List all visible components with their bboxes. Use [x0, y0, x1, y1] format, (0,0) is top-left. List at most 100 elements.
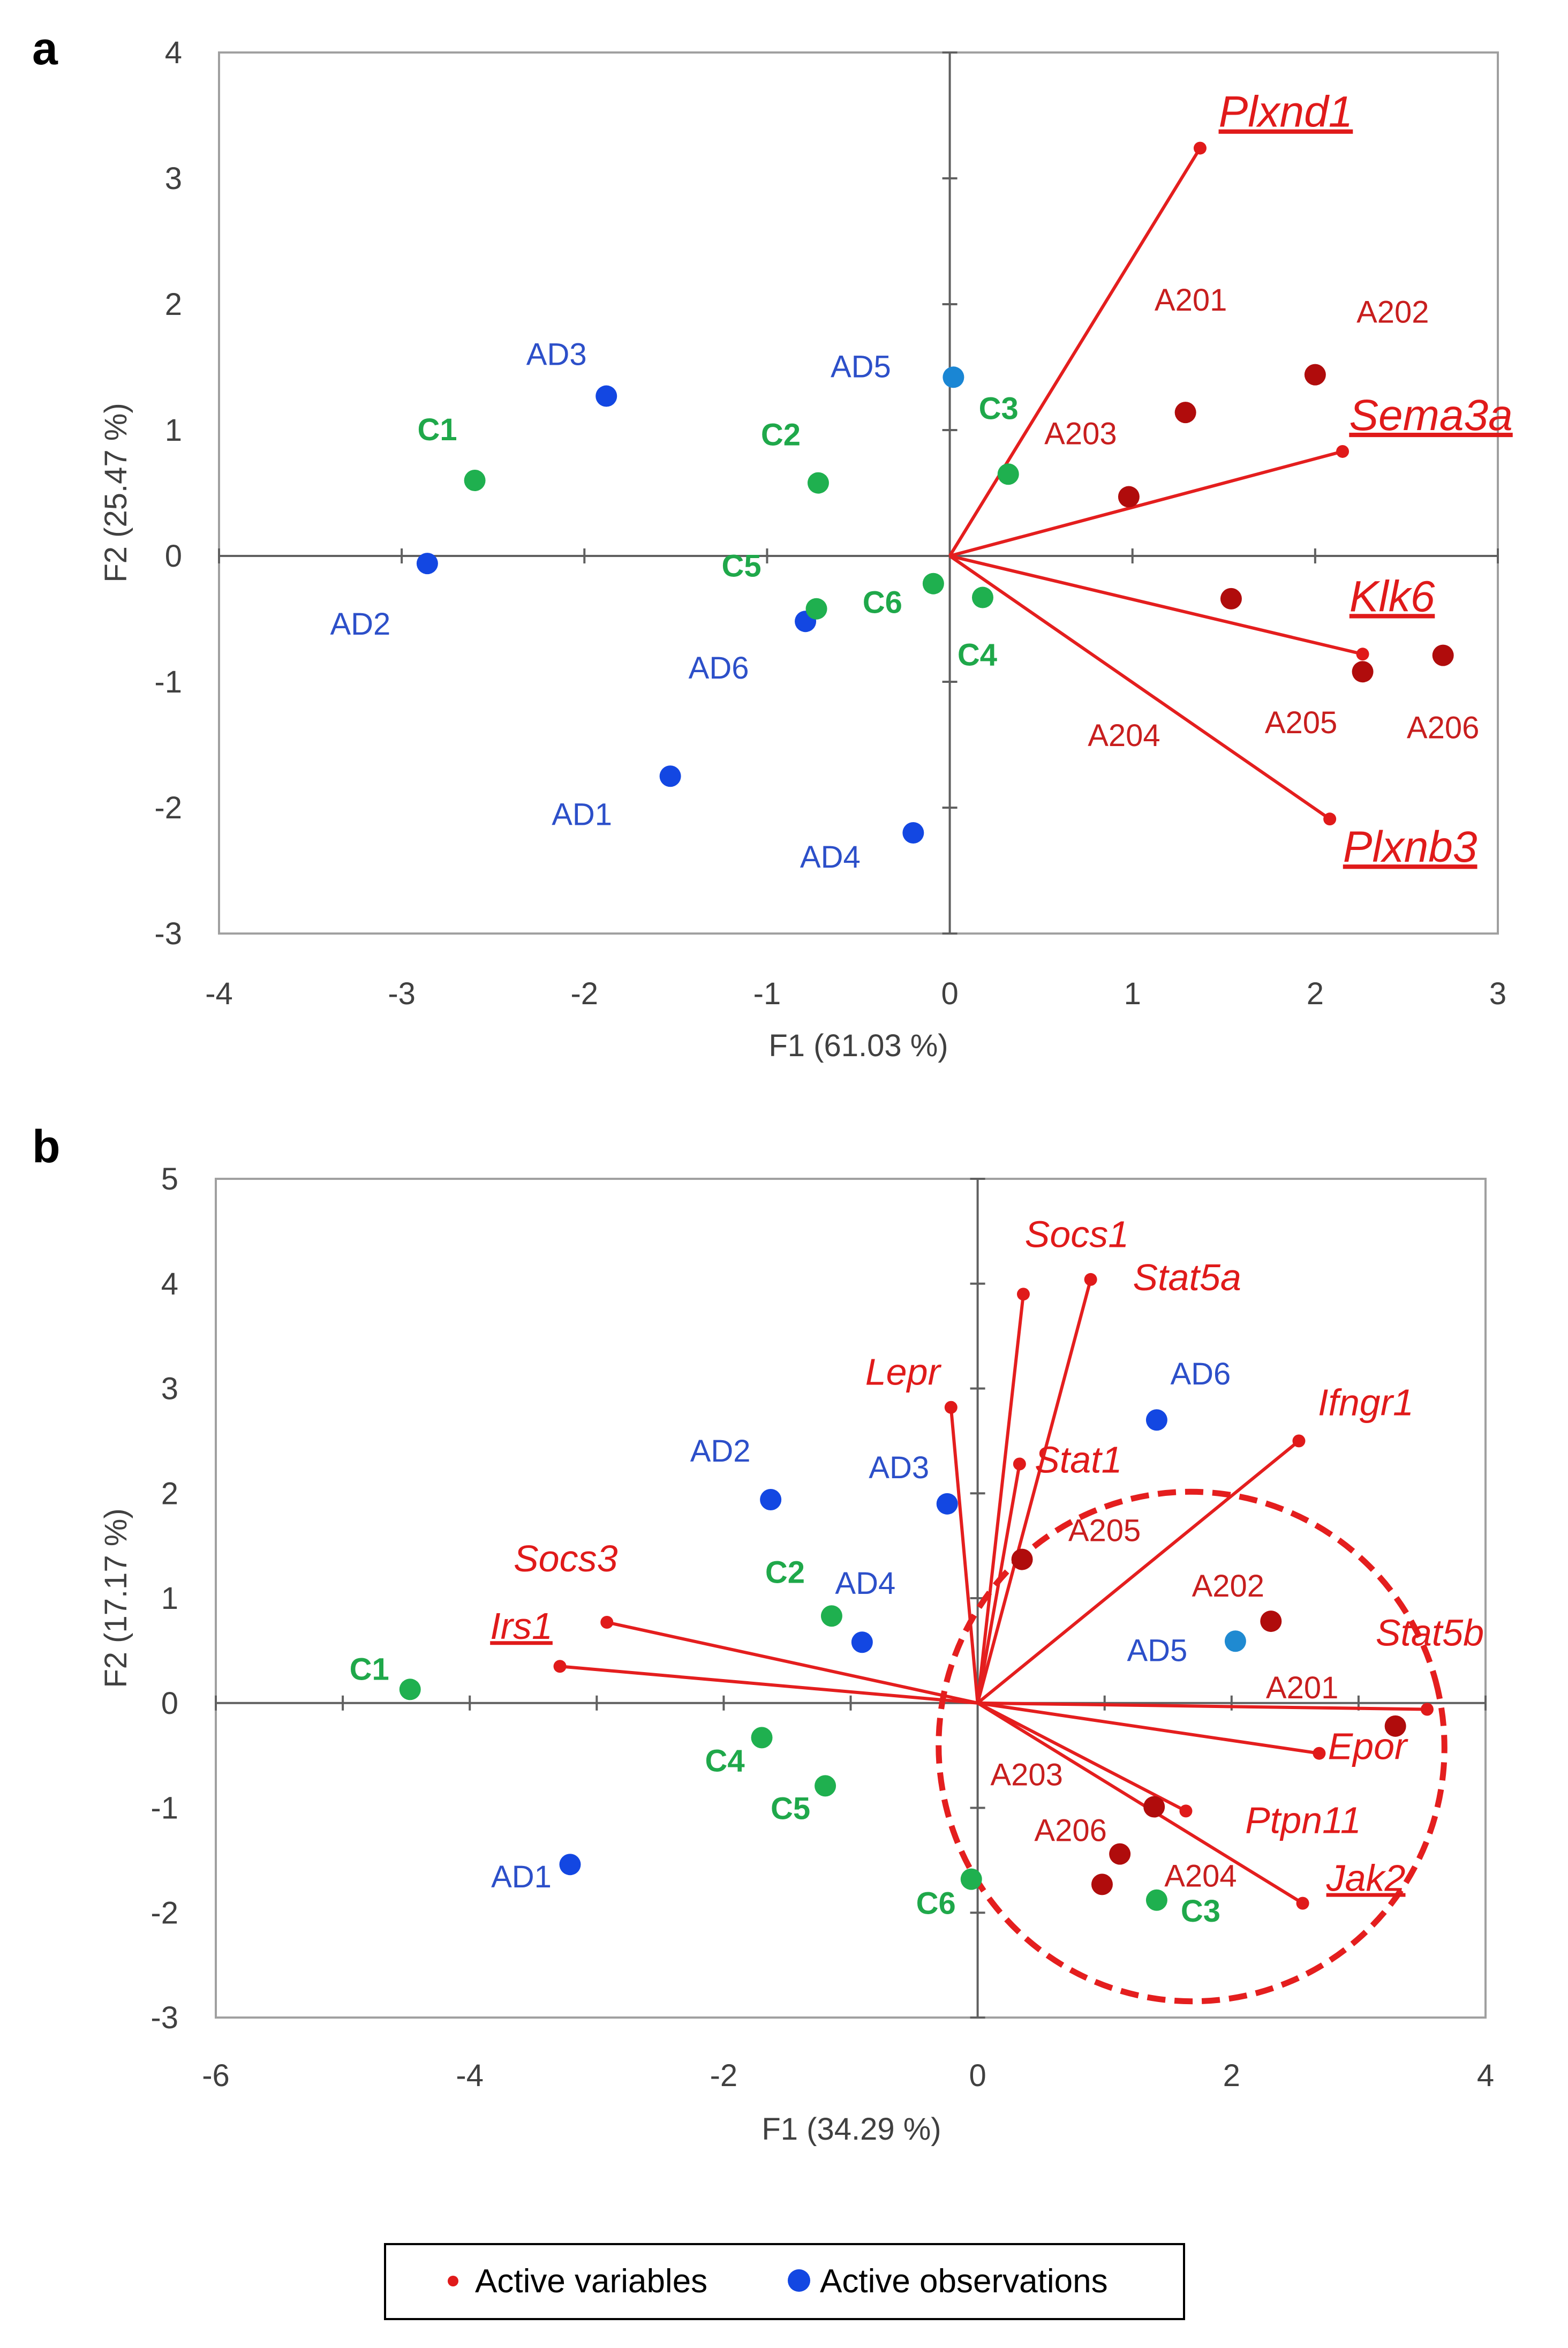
point-label-c1: C1	[418, 412, 457, 447]
vector-tip-sema3a	[1336, 445, 1350, 458]
point-c3	[997, 463, 1019, 485]
vector-tip-plxnb3	[1323, 812, 1337, 826]
vector-socs3	[606, 1621, 978, 1705]
point-label-ad3: AD3	[869, 1450, 929, 1485]
y-tick-label: 1	[165, 413, 182, 448]
vector-tip-stat5b	[1420, 1703, 1434, 1716]
variable-label-irs1: Irs1	[490, 1605, 553, 1647]
panel-b-label: b	[32, 1121, 61, 1172]
point-label-c3: C3	[1181, 1894, 1220, 1929]
variable-label-lepr: Lepr	[865, 1351, 942, 1393]
vector-stat5b	[977, 1701, 1427, 1711]
point-label-a203: A203	[990, 1758, 1062, 1793]
vector-ifngr1	[976, 1440, 1300, 1705]
vector-tip-epor	[1313, 1747, 1326, 1760]
panel-b-observation-points	[399, 1409, 1406, 1911]
variable-label-epor: Epor	[1328, 1726, 1408, 1767]
x-tick-label: 2	[1223, 2058, 1240, 2093]
point-label-ad1: AD1	[552, 797, 612, 832]
point-label-c2: C2	[761, 418, 801, 453]
legend-box	[384, 2243, 1185, 2320]
point-c4	[751, 1727, 773, 1749]
point-ad4	[851, 1631, 873, 1653]
variable-label-socs3: Socs3	[514, 1538, 618, 1579]
panel-a-observation-points	[416, 364, 1454, 844]
variable-label-ifngr1: Ifngr1	[1318, 1381, 1414, 1423]
vector-tip-irs1	[553, 1660, 567, 1673]
point-label-a205: A205	[1265, 705, 1337, 740]
point-c1	[464, 470, 486, 491]
legend-observations-label: Active observations	[820, 2263, 1108, 2300]
vector-socs1	[976, 1293, 1025, 1704]
vector-sema3a	[949, 450, 1343, 558]
variable-label-plxnd1: Plxnd1	[1219, 88, 1353, 137]
point-label-c6: C6	[916, 1886, 956, 1921]
point-label-ad1: AD1	[491, 1860, 552, 1894]
vector-ptpn11	[977, 1702, 1187, 1813]
vector-tip-klk6	[1356, 648, 1369, 661]
legend: Active variables Active observations	[384, 2243, 1185, 2320]
vector-irs1	[560, 1665, 978, 1705]
point-c1	[399, 1679, 421, 1700]
y-tick-label: 3	[161, 1372, 178, 1406]
vector-tip-jak2	[1296, 1897, 1309, 1910]
point-c6	[922, 573, 944, 594]
y-tick-label: 4	[161, 1267, 178, 1301]
x-tick-label: -3	[388, 976, 416, 1011]
variable-label-stat5a: Stat5a	[1133, 1256, 1241, 1298]
y-tick-label: 0	[165, 539, 182, 574]
variable-label-socs1: Socs1	[1025, 1213, 1129, 1255]
x-tick-label: 4	[1477, 2058, 1494, 2093]
point-label-ad3: AD3	[526, 337, 587, 372]
point-c4	[971, 586, 993, 608]
point-label-ad2: AD2	[690, 1434, 751, 1469]
vector-epor	[977, 1701, 1320, 1755]
x-tick-label: -6	[202, 2058, 230, 2093]
point-ad1	[559, 1854, 581, 1876]
vector-tip-ptpn11	[1179, 1804, 1193, 1818]
point-a204	[1220, 588, 1242, 609]
point-label-c1: C1	[350, 1652, 389, 1687]
point-label-ad4: AD4	[800, 840, 861, 875]
y-tick-label: -3	[154, 916, 182, 951]
x-tick-label: -4	[456, 2058, 484, 2093]
legend-variables-label: Active variables	[475, 2263, 707, 2300]
point-ad4	[902, 822, 924, 844]
point-a202	[1260, 1611, 1282, 1632]
point-ad3	[936, 1493, 958, 1515]
vector-plxnd1	[948, 147, 1202, 557]
panel-a-y-axis-label: F2 (25.47 %)	[99, 403, 133, 582]
panel-a-x-axis-label: F1 (61.03 %)	[768, 1028, 948, 1063]
point-label-c5: C5	[721, 549, 761, 584]
point-ad1	[659, 765, 681, 787]
point-label-c6: C6	[863, 585, 902, 620]
point-label-c4: C4	[958, 638, 997, 673]
variable-label-sema3a: Sema3a	[1349, 391, 1512, 440]
point-label-ad6: AD6	[1170, 1357, 1231, 1391]
point-ad5	[943, 366, 964, 388]
point-label-a202: A202	[1356, 295, 1429, 330]
point-a205	[1352, 661, 1374, 683]
y-tick-label: -2	[150, 1895, 178, 1930]
vector-stat1	[976, 1463, 1021, 1704]
point-label-ad6: AD6	[689, 651, 749, 686]
point-label-a204: A204	[1164, 1858, 1237, 1893]
point-a205	[1011, 1548, 1033, 1570]
point-ad3	[595, 385, 617, 407]
point-a204	[1091, 1873, 1113, 1895]
variable-label-ptpn11: Ptpn11	[1245, 1799, 1361, 1841]
y-tick-label: 0	[161, 1686, 178, 1721]
point-c5	[815, 1775, 836, 1797]
x-tick-label: 0	[969, 2058, 986, 2093]
point-a201	[1174, 402, 1196, 424]
panel-a-x-tick-labels: -4 -3 -2 -1 0 1 2 3	[205, 976, 1506, 1011]
x-tick-label: 2	[1307, 976, 1324, 1011]
y-tick-label: 5	[161, 1162, 178, 1196]
vector-tip-socs3	[600, 1616, 614, 1629]
x-tick-label: -4	[205, 976, 233, 1011]
point-label-ad5: AD5	[1127, 1633, 1187, 1668]
point-c6	[960, 1868, 982, 1890]
point-a206	[1109, 1843, 1131, 1865]
point-label-a204: A204	[1088, 718, 1160, 753]
